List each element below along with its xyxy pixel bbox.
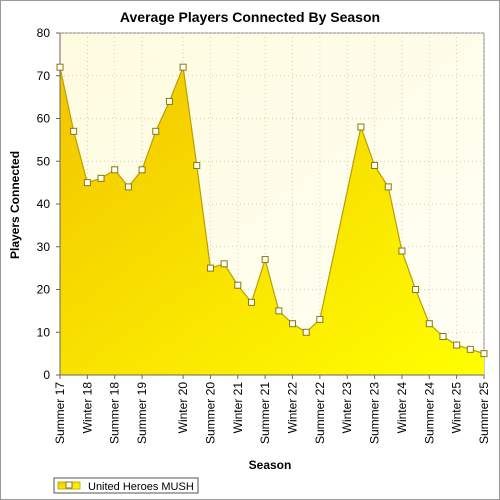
- data-point: [247, 298, 255, 306]
- data-point: [275, 307, 283, 315]
- x-tick-label: Summer 19: [135, 382, 149, 444]
- data-point: [97, 174, 105, 182]
- x-tick-label: Summer 25: [477, 382, 491, 444]
- data-point: [152, 127, 160, 135]
- data-point: [70, 127, 78, 135]
- x-tick-label: Winter 24: [395, 382, 409, 434]
- x-tick-label: Summer 22: [313, 382, 327, 444]
- data-point: [398, 247, 406, 255]
- chart-title: Average Players Connected By Season: [120, 9, 380, 25]
- y-tick-label: 50: [37, 154, 51, 168]
- y-axis: 0 10 20 30 40 50 60 70 80: [37, 26, 61, 382]
- data-point: [261, 256, 269, 264]
- data-point: [302, 328, 310, 336]
- data-point: [480, 350, 488, 358]
- data-point: [138, 166, 146, 174]
- data-point: [289, 320, 297, 328]
- y-tick-label: 80: [37, 26, 51, 40]
- x-tick-label: Winter 21: [231, 382, 245, 434]
- data-point: [371, 162, 379, 170]
- data-point: [165, 97, 173, 105]
- series-area: [60, 67, 484, 375]
- data-point: [234, 281, 242, 289]
- data-point: [56, 63, 64, 71]
- x-tick-label: Summer 18: [108, 382, 122, 444]
- data-point: [425, 320, 433, 328]
- data-point: [193, 162, 201, 170]
- y-axis-title: Players Connected: [8, 151, 22, 259]
- x-tick-label: Summer 20: [203, 382, 217, 444]
- y-tick-label: 0: [43, 368, 50, 382]
- x-axis-title: Season: [249, 458, 292, 472]
- y-tick-label: 30: [37, 240, 51, 254]
- legend-box: [53, 477, 199, 494]
- y-tick-label: 60: [37, 112, 51, 126]
- x-tick-label: Winter 22: [286, 382, 300, 434]
- data-point: [124, 183, 132, 191]
- data-point: [466, 345, 474, 353]
- y-tick-label: 70: [37, 69, 51, 83]
- data-point: [316, 315, 324, 323]
- y-tick-label: 10: [37, 325, 51, 339]
- x-tick-label: Summer 23: [368, 382, 382, 444]
- data-point: [83, 179, 91, 187]
- data-markers: [56, 63, 488, 358]
- y-tick-label: 20: [37, 283, 51, 297]
- data-point: [384, 183, 392, 191]
- x-tick-label: Summer 17: [53, 382, 67, 444]
- legend: United Heroes MUSH: [53, 477, 199, 494]
- x-tick-label: Winter 18: [80, 382, 94, 434]
- data-point: [220, 260, 228, 268]
- legend-marker-icon: [65, 481, 73, 489]
- data-point: [206, 264, 214, 272]
- data-point: [453, 341, 461, 349]
- data-point: [111, 166, 119, 174]
- x-tick-label: Winter 20: [176, 382, 190, 434]
- x-tick-label: Winter 23: [340, 382, 354, 434]
- legend-label: United Heroes MUSH: [88, 481, 194, 493]
- x-tick-label: Summer 24: [422, 382, 436, 444]
- x-axis: Summer 17 Winter 18 Summer 18 Summer 19 Wint…: [53, 374, 491, 444]
- data-point: [412, 286, 420, 293]
- x-tick-label: Winter 25: [450, 382, 464, 434]
- data-point: [179, 63, 187, 71]
- data-point: [357, 123, 365, 131]
- y-tick-label: 40: [37, 197, 51, 211]
- data-point: [439, 333, 447, 341]
- x-tick-label: Summer 21: [258, 382, 272, 444]
